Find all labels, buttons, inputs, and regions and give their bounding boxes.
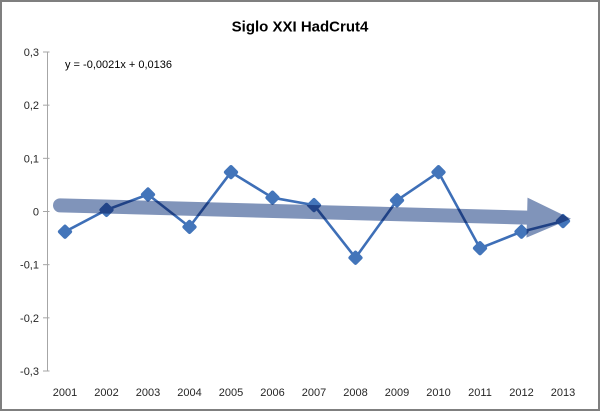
x-tick-label: 2008 (343, 387, 367, 399)
x-tick-label: 2006 (260, 387, 284, 399)
y-tick-label: 0,2 (24, 100, 39, 112)
y-tick-label: 0 (33, 207, 39, 219)
trend-arrow[interactable] (53, 197, 571, 238)
x-tick-label: 2010 (426, 387, 450, 399)
data-point-2001[interactable] (57, 224, 73, 240)
x-tick-label: 2009 (385, 387, 409, 399)
x-tick-label: 2012 (509, 387, 533, 399)
y-tick-label: 0,3 (24, 47, 39, 59)
x-tick-label: 2002 (94, 387, 118, 399)
data-point-2009[interactable] (389, 192, 405, 208)
y-axis: 0,3 0,2 0,1 0 -0,1 -0,2 -0,3 (20, 47, 50, 378)
y-tick-label: 0,1 (24, 153, 39, 165)
trend-arrow-shape[interactable] (53, 197, 571, 238)
data-point-2010[interactable] (431, 164, 447, 180)
data-point-2005[interactable] (223, 164, 239, 180)
x-tick-label: 2013 (551, 387, 575, 399)
x-tick-label: 2004 (177, 387, 201, 399)
x-axis: 2001 2002 2003 2004 2005 2006 2007 2008 2009 2010… (53, 387, 575, 399)
data-point-2011[interactable] (472, 240, 488, 256)
x-tick-label: 2001 (53, 387, 77, 399)
y-tick-label: -0,2 (20, 313, 39, 325)
trendline-equation-label[interactable]: y = -0,0021x + 0,0136 (65, 59, 172, 71)
data-point-2012[interactable] (514, 224, 530, 240)
data-point-2004[interactable] (182, 219, 198, 235)
y-tick-label: -0,1 (20, 260, 39, 272)
data-point-2008[interactable] (348, 250, 364, 266)
data-point-2006[interactable] (265, 190, 281, 206)
x-tick-label: 2003 (136, 387, 160, 399)
x-tick-label: 2007 (302, 387, 326, 399)
y-tick-label: -0,3 (20, 366, 39, 378)
data-point-2003[interactable] (140, 187, 156, 203)
x-tick-label: 2005 (219, 387, 243, 399)
chart-title[interactable]: Siglo XXI HadCrut4 (232, 19, 369, 36)
x-tick-label: 2011 (468, 387, 492, 399)
